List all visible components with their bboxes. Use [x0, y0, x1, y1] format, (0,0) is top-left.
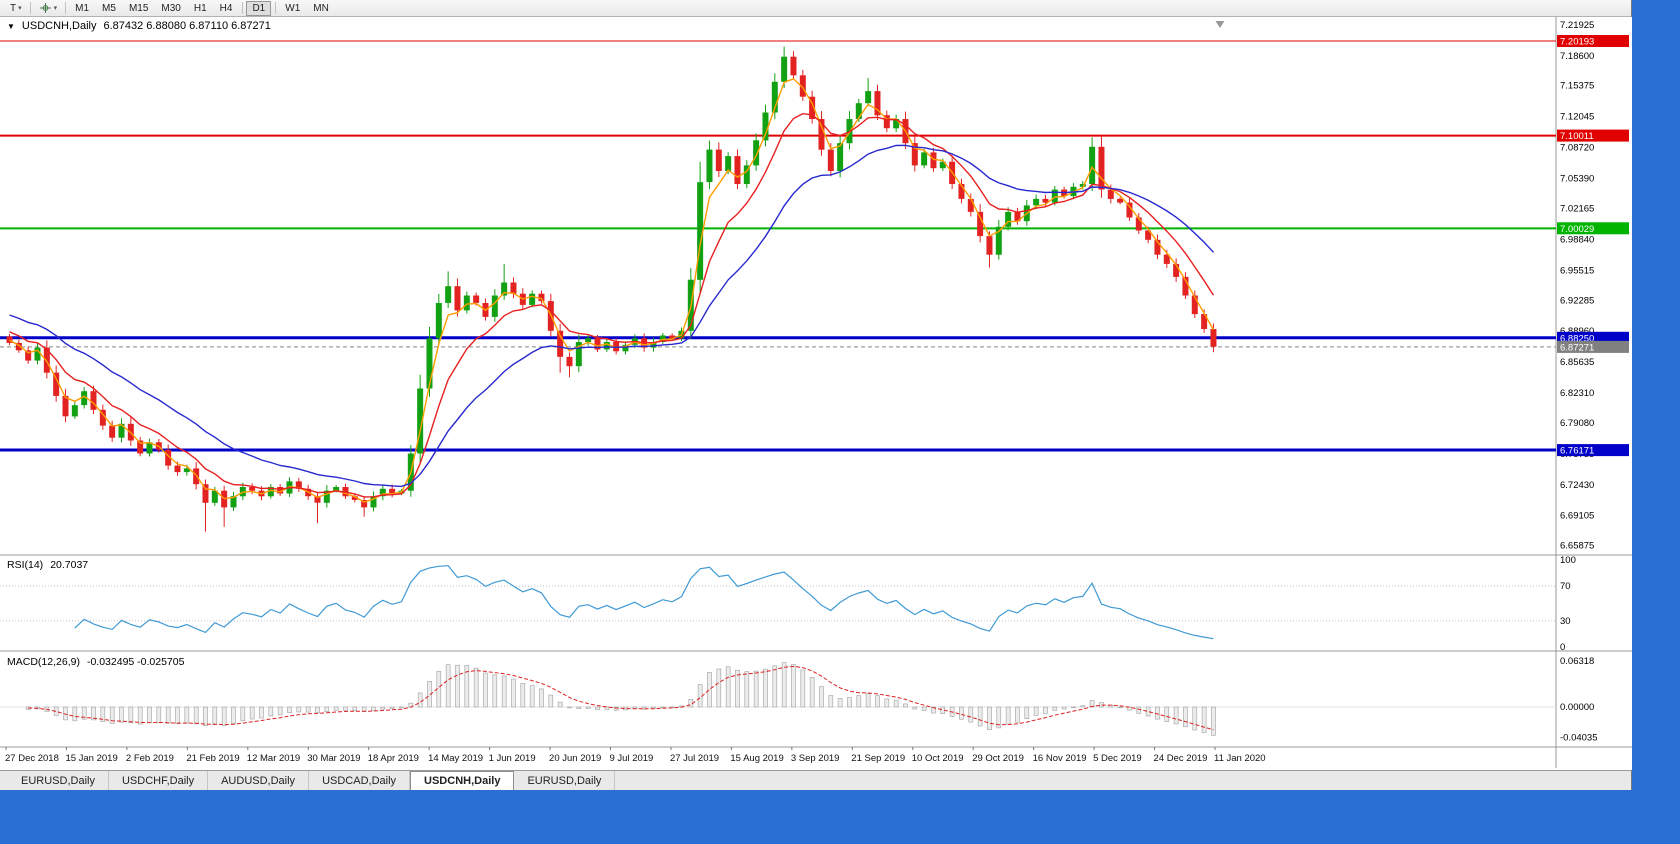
- collapse-triangle-icon[interactable]: ▼: [7, 21, 15, 31]
- svg-text:-0.04035: -0.04035: [1560, 732, 1598, 743]
- svg-text:18 Apr 2019: 18 Apr 2019: [368, 753, 419, 764]
- svg-text:30: 30: [1560, 616, 1571, 627]
- svg-text:7.00029: 7.00029: [1560, 224, 1594, 235]
- timeframe-buttons: M1 M5 M15 M30 H1 H4 D1 W1 MN: [69, 0, 336, 16]
- tab-0-eurusd-daily[interactable]: EURUSD,Daily: [8, 771, 109, 790]
- tab-4-usdcnh-daily[interactable]: USDCNH,Daily: [410, 771, 515, 790]
- svg-text:15 Jan 2019: 15 Jan 2019: [65, 753, 117, 764]
- svg-text:1 Jun 2019: 1 Jun 2019: [489, 753, 536, 764]
- svg-text:27 Dec 2018: 27 Dec 2018: [5, 753, 59, 764]
- crosshair-icon: [39, 3, 51, 13]
- price-level-badge: 7.20193: [1557, 35, 1629, 48]
- caret-down-icon: ▾: [53, 4, 58, 12]
- price-level-badge: 7.10011: [1557, 129, 1629, 142]
- toolbar-separator: [29, 2, 31, 14]
- svg-text:6.87271: 6.87271: [1560, 342, 1594, 353]
- svg-text:0.06318: 0.06318: [1560, 656, 1594, 667]
- text-tool-button[interactable]: T ▾: [5, 1, 27, 16]
- svg-text:21 Feb 2019: 21 Feb 2019: [186, 753, 239, 764]
- text-tool-label: T: [10, 2, 17, 14]
- svg-text:6.98840: 6.98840: [1560, 234, 1594, 245]
- svg-text:7.21925: 7.21925: [1560, 20, 1594, 31]
- svg-text:6.88960: 6.88960: [1560, 326, 1594, 337]
- svg-text:0: 0: [1560, 642, 1565, 653]
- candlesticks: [6, 46, 1217, 532]
- macd-pane: 0.06318 0.00000 -0.04035: [0, 656, 1598, 743]
- svg-text:100: 100: [1560, 555, 1576, 566]
- svg-text:9 Jul 2019: 9 Jul 2019: [610, 753, 654, 764]
- timeframe-m5[interactable]: M5: [102, 2, 116, 14]
- timeframe-m15[interactable]: M15: [128, 2, 149, 14]
- svg-text:2 Feb 2019: 2 Feb 2019: [126, 753, 174, 764]
- svg-text:14 May 2019: 14 May 2019: [428, 753, 483, 764]
- svg-text:6.95515: 6.95515: [1560, 265, 1594, 276]
- timeframe-w1[interactable]: W1: [285, 2, 301, 14]
- svg-text:7.08720: 7.08720: [1560, 143, 1594, 154]
- time-axis: 27 Dec 2018 15 Jan 2019 2 Feb 2019 21 Feb 2…: [5, 747, 1266, 764]
- svg-text:7.10011: 7.10011: [1560, 131, 1594, 142]
- price-level-badge: 6.76171: [1557, 444, 1629, 457]
- moving-average-lines: [9, 77, 1215, 503]
- svg-text:7.20193: 7.20193: [1560, 37, 1594, 48]
- svg-text:7.02165: 7.02165: [1560, 204, 1594, 215]
- price-level-badge: 7.00029: [1557, 222, 1629, 235]
- svg-text:6.88250: 6.88250: [1560, 333, 1594, 344]
- pane-separators: [0, 17, 1632, 768]
- price-axis: 7.21925 7.18600 7.15375 7.12045 7.08720 7.053…: [1557, 20, 1629, 552]
- svg-text:6.85635: 6.85635: [1560, 357, 1594, 368]
- svg-text:6.82310: 6.82310: [1560, 388, 1594, 399]
- tab-1-usdchf-daily[interactable]: USDCHF,Daily: [109, 771, 209, 790]
- timeframe-m30[interactable]: M30: [161, 2, 181, 14]
- svg-text:16 Nov 2019: 16 Nov 2019: [1033, 753, 1087, 764]
- chart-area[interactable]: 7.21925 7.18600 7.15375 7.12045 7.08720 7.053…: [0, 17, 1632, 770]
- timeframe-d1[interactable]: D1: [246, 0, 272, 16]
- svg-text:20 Jun 2019: 20 Jun 2019: [549, 753, 601, 764]
- svg-text:5 Dec 2019: 5 Dec 2019: [1093, 753, 1142, 764]
- svg-text:12 Mar 2019: 12 Mar 2019: [247, 753, 300, 764]
- svg-text:70: 70: [1560, 581, 1571, 592]
- svg-text:6.72430: 6.72430: [1560, 480, 1594, 491]
- svg-text:6.92285: 6.92285: [1560, 295, 1594, 306]
- toolbar-separator: [242, 2, 244, 14]
- toolbar-separator: [275, 2, 277, 14]
- chart-shift-marker: [1215, 21, 1225, 28]
- tab-3-usdcad-daily[interactable]: USDCAD,Daily: [309, 771, 411, 790]
- svg-text:7.12045: 7.12045: [1560, 112, 1594, 123]
- svg-text:11 Jan 2020: 11 Jan 2020: [1214, 753, 1266, 764]
- caret-down-icon: ▾: [18, 4, 22, 12]
- svg-text:6.69105: 6.69105: [1560, 511, 1594, 522]
- svg-text:6.76171: 6.76171: [1560, 446, 1594, 457]
- timeframe-m1[interactable]: M1: [75, 2, 90, 14]
- toolbar-separator: [65, 2, 67, 14]
- svg-text:7.18600: 7.18600: [1560, 51, 1594, 62]
- svg-text:29 Oct 2019: 29 Oct 2019: [972, 753, 1024, 764]
- trading-app-window: T ▾ ▾ M1 M5 M15 M30 H1 H4 D1 W1 MN 7.21925 7.1860…: [0, 0, 1632, 790]
- svg-text:6.65875: 6.65875: [1560, 541, 1594, 552]
- svg-text:3 Sep 2019: 3 Sep 2019: [791, 753, 840, 764]
- tab-5-eurusd-daily[interactable]: EURUSD,Daily: [514, 771, 616, 790]
- timeframe-h4[interactable]: H4: [219, 2, 233, 14]
- cursor-tool-button[interactable]: ▾: [34, 1, 63, 16]
- timeframe-h1[interactable]: H1: [193, 2, 207, 14]
- price-level-badge: 6.88250: [1557, 331, 1629, 344]
- svg-text:21 Sep 2019: 21 Sep 2019: [851, 753, 905, 764]
- svg-text:7.15375: 7.15375: [1560, 81, 1594, 92]
- svg-text:6.79080: 6.79080: [1560, 418, 1594, 429]
- svg-text:15 Aug 2019: 15 Aug 2019: [730, 753, 783, 764]
- rsi-pane: 100 70 30 0: [0, 555, 1576, 653]
- svg-text:24 Dec 2019: 24 Dec 2019: [1154, 753, 1208, 764]
- price-level-badge: 6.87271: [1557, 340, 1629, 353]
- chart-tab-bar: EURUSD,Daily USDCHF,Daily AUDUSD,Daily USDC…: [0, 770, 1631, 790]
- svg-text:7.05390: 7.05390: [1560, 174, 1594, 185]
- macd-signal-line: [28, 665, 1214, 731]
- price-level-lines: [0, 40, 1556, 452]
- svg-text:10 Oct 2019: 10 Oct 2019: [912, 753, 964, 764]
- svg-text:30 Mar 2019: 30 Mar 2019: [307, 753, 360, 764]
- timeframe-mn[interactable]: MN: [313, 2, 329, 14]
- svg-text:0.00000: 0.00000: [1560, 702, 1594, 713]
- tab-2-audusd-daily[interactable]: AUDUSD,Daily: [208, 771, 310, 790]
- toolbar: T ▾ ▾ M1 M5 M15 M30 H1 H4 D1 W1 MN: [0, 0, 1631, 17]
- svg-text:27 Jul 2019: 27 Jul 2019: [670, 753, 719, 764]
